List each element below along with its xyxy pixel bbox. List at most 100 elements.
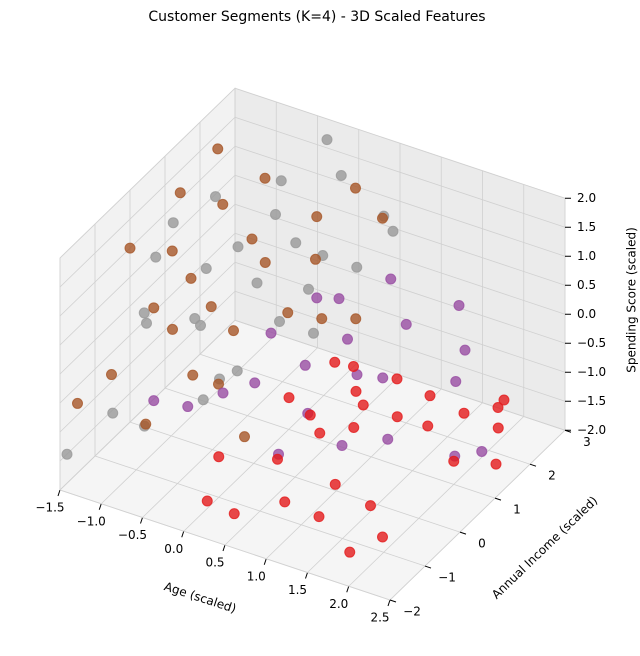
point: [228, 508, 240, 520]
point: [351, 261, 363, 273]
point: [342, 333, 353, 345]
x-tick-label: 2.0: [329, 597, 348, 611]
z-tick-label: 0.5: [577, 278, 596, 292]
point: [174, 187, 186, 199]
grid-line: [59, 116, 236, 288]
point: [166, 245, 178, 257]
grid-line: [94, 455, 426, 567]
tick-mark: [387, 599, 391, 607]
point: [185, 272, 197, 284]
tick-mark: [263, 558, 267, 565]
point: [201, 495, 213, 507]
z-axis-label: Spending Score (scaled): [625, 227, 639, 373]
point: [148, 395, 160, 407]
z-tick-label: 0.0: [577, 307, 596, 321]
point: [150, 251, 162, 263]
point: [311, 211, 323, 223]
point: [348, 421, 360, 433]
point: [303, 283, 314, 295]
point: [167, 217, 179, 229]
point: [272, 453, 283, 465]
point: [391, 373, 403, 385]
z-tick-label: 1.0: [577, 249, 596, 263]
point: [275, 175, 287, 187]
point: [200, 263, 212, 274]
x-tick-label: 2.5: [370, 611, 389, 625]
point: [124, 242, 136, 254]
point: [422, 420, 434, 432]
point: [344, 546, 356, 558]
y-tick-label: 1: [513, 503, 521, 517]
point: [72, 397, 83, 409]
tick-mark: [305, 572, 308, 579]
point: [311, 292, 323, 304]
point: [450, 375, 462, 387]
tick-mark: [459, 531, 467, 535]
point: [182, 401, 194, 413]
point: [283, 392, 295, 404]
point: [308, 327, 319, 339]
point: [251, 277, 263, 289]
grid-line: [59, 174, 236, 346]
point: [400, 318, 412, 330]
point: [259, 172, 271, 184]
z-tick-label: 2.0: [577, 191, 596, 205]
point: [107, 407, 119, 419]
x-tick-label: −1.5: [35, 501, 64, 515]
point: [391, 411, 403, 423]
grid-line: [100, 333, 277, 505]
point: [348, 360, 359, 372]
point: [377, 531, 388, 543]
point: [329, 478, 341, 490]
grid-line: [389, 429, 566, 601]
point: [310, 253, 321, 265]
grid-line: [234, 145, 566, 257]
chart-title: Customer Segments (K=4) - 3D Scaled Feat…: [148, 9, 485, 25]
point: [365, 500, 376, 512]
tick-mark: [140, 517, 143, 524]
grid-line: [183, 361, 360, 532]
grid-line: [59, 319, 236, 491]
x-tick-label: 1.0: [247, 569, 266, 583]
point: [459, 344, 471, 356]
point: [228, 325, 239, 337]
point: [314, 427, 326, 439]
point: [387, 225, 399, 237]
grid-line: [234, 203, 566, 315]
tick-mark: [57, 489, 61, 497]
tick-mark: [346, 586, 350, 593]
point: [333, 293, 345, 305]
grid-line: [265, 388, 442, 560]
point: [167, 323, 178, 335]
z-tick-label: −2.0: [577, 423, 606, 437]
grid-line: [59, 290, 236, 462]
point: [290, 237, 302, 249]
point: [498, 394, 510, 406]
point: [321, 134, 333, 146]
x-tick-label: −1.0: [77, 514, 106, 528]
point: [329, 356, 341, 368]
point: [205, 301, 217, 313]
point: [213, 378, 224, 390]
point: [217, 198, 229, 210]
grid-line: [59, 87, 236, 259]
point: [259, 256, 271, 268]
grid-line: [129, 421, 461, 533]
point: [453, 299, 465, 311]
point: [357, 399, 369, 411]
point: [217, 387, 229, 399]
tick-mark: [529, 463, 537, 467]
point: [424, 390, 436, 402]
point: [382, 433, 394, 445]
point: [385, 273, 397, 285]
point: [249, 377, 261, 389]
point: [492, 402, 504, 414]
grid-line: [307, 402, 483, 573]
point: [350, 385, 362, 397]
tick-mark: [424, 565, 432, 569]
z-tick-label: −1.0: [577, 365, 606, 379]
point: [448, 455, 460, 467]
point: [270, 208, 281, 220]
point: [458, 407, 470, 419]
